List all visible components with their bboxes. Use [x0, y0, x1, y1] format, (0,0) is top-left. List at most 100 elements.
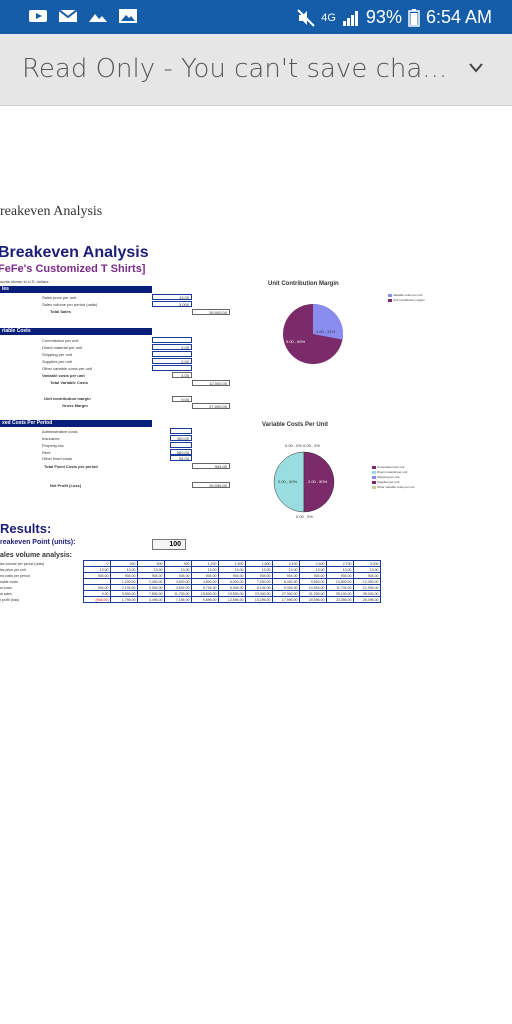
- sales-volume-cell[interactable]: 3,000: [152, 301, 192, 307]
- vc-legend-label: Direct material per unit: [377, 470, 408, 474]
- vc-cell-other[interactable]: [152, 365, 192, 371]
- fc-label-insurance: Insurance: [42, 436, 60, 441]
- network-type: 4G: [321, 11, 336, 24]
- battery-icon: [408, 8, 420, 27]
- status-bar: 4G 93% 6:54 AM: [0, 0, 512, 34]
- table-cell[interactable]: 7,196.00: [163, 596, 192, 603]
- row-label: les volume per period (units): [0, 561, 45, 566]
- table-cell[interactable]: 26,096.00: [352, 596, 381, 603]
- table-cell[interactable]: (904.00): [82, 596, 111, 603]
- vc-legend-label: Other variable costs per unit: [377, 485, 415, 489]
- vc-legend-item: Supplies per unit: [372, 480, 415, 485]
- total-fixed-label: Total Fixed Costs per period: [44, 464, 98, 469]
- signal-icon: [342, 10, 358, 26]
- vc-legend-label: Supplies per unit: [377, 480, 400, 484]
- photos-icon: [89, 14, 107, 22]
- vc-legend-item: Shipping per unit: [372, 475, 415, 480]
- vc-label-supplies: Supplies per unit: [42, 359, 72, 364]
- total-variable-label: Total Variable Costs: [50, 380, 88, 385]
- vc-cell-supplies[interactable]: 2.00: [152, 358, 192, 364]
- vc-chart-title: Variable Costs Per Unit: [262, 422, 329, 428]
- total-variable-cell[interactable]: 12,000.00: [192, 380, 230, 386]
- table-cell[interactable]: 12,596.00: [217, 596, 246, 603]
- row-label: al costs: [0, 585, 12, 590]
- vc-label-commission: Commission per unit: [42, 338, 79, 343]
- net-profit-cell[interactable]: 26,096.00: [192, 482, 230, 488]
- vc-cell-shipping[interactable]: [152, 351, 192, 357]
- total-sales-label: Total Sales: [50, 309, 71, 314]
- fc-cell-property-tax[interactable]: [170, 442, 192, 448]
- fc-label-rent: Rent: [42, 450, 51, 455]
- sales-volume-label: Sales volume per period (units): [42, 302, 98, 307]
- vc-slice-supplies: [303, 451, 335, 513]
- ucm-label: Unit contribution margin: [44, 396, 91, 401]
- sheet-heading: Breakeven Analysis: [0, 244, 149, 261]
- ucm-legend-label: Variable costs per unit: [393, 293, 423, 297]
- ucm-label-contribution: 9.00 , 69%: [286, 339, 306, 344]
- row-label: t profit (loss): [0, 597, 20, 602]
- ucm-pie-chart: [283, 304, 344, 364]
- ucm-cell[interactable]: 9.00: [172, 396, 192, 402]
- breakeven-point-label: reakeven Point (units):: [0, 539, 76, 546]
- ucm-legend-label: Unit contribution margin: [393, 298, 425, 302]
- chevron-down-icon[interactable]: [468, 62, 484, 74]
- vc-cell-material[interactable]: 2.00: [152, 344, 192, 350]
- gross-margin-cell[interactable]: 27,000.00: [192, 403, 230, 409]
- fc-label-admin: Administrative costs: [42, 429, 78, 434]
- spreadsheet-view[interactable]: reakeven Analysis Breakeven Analysis FeF…: [0, 106, 512, 1024]
- vc-label-per-unit: Variable costs per unit: [42, 373, 85, 378]
- vc-cell-per-unit[interactable]: 4.00: [172, 372, 192, 378]
- vc-label-other: Other variable costs per unit: [42, 366, 93, 371]
- app-bar: Read Only - You can't save cha...: [0, 34, 512, 106]
- table-cell[interactable]: 9,896.00: [190, 596, 219, 603]
- vc-label-material: Direct material per unit: [42, 345, 83, 350]
- table-cell[interactable]: 4,496.00: [136, 596, 165, 603]
- video-icon: [29, 10, 47, 22]
- ucm-chart-title: Unit Contribution Margin: [268, 281, 339, 287]
- sheet-subtitle: FeFe's Customized T Shirts]: [0, 263, 146, 275]
- results-heading: Results:: [0, 521, 52, 536]
- document-title: Read Only - You can't save cha...: [22, 54, 448, 84]
- table-cell[interactable]: 23,396.00: [325, 596, 354, 603]
- gallery-icon: [119, 9, 137, 23]
- table-cell[interactable]: 1,796.00: [109, 596, 138, 603]
- fc-cell-insurance[interactable]: 300.00: [170, 435, 192, 441]
- fc-cell-admin[interactable]: [170, 428, 192, 434]
- ucm-legend: Variable costs per unit Unit contributio…: [388, 293, 425, 303]
- total-fixed-cell[interactable]: 904.00: [192, 463, 230, 469]
- table-cell[interactable]: 17,996.00: [271, 596, 300, 603]
- page-title: reakeven Analysis: [0, 204, 103, 219]
- sales-volume-table: les volume per period (units) 0 300 600 900 1…: [0, 560, 381, 603]
- ucm-label-variable: 4.00 , 31%: [316, 329, 336, 334]
- vc-slice-material: [273, 451, 305, 513]
- gross-margin-label: Gross Margin: [62, 403, 88, 408]
- table-cell[interactable]: 20,696.00: [298, 596, 327, 603]
- fc-cell-rent[interactable]: 550.00: [170, 449, 192, 455]
- total-sales-cell[interactable]: 39,000.00: [192, 309, 230, 315]
- vc-label-right: 2.00 , 50%: [308, 479, 328, 484]
- fc-label-property-tax: Property tax: [42, 443, 64, 448]
- vc-legend: Commission per unit Direct material per …: [372, 465, 415, 490]
- fc-cell-other[interactable]: 54.00: [170, 455, 192, 461]
- table-cell[interactable]: 15,296.00: [244, 596, 273, 603]
- vc-legend-label: Shipping per unit: [377, 475, 400, 479]
- breakeven-point-cell[interactable]: 100: [152, 539, 186, 550]
- variable-costs-header: riable Costs: [0, 328, 152, 335]
- vc-legend-item: Direct material per unit: [372, 470, 415, 475]
- ucm-slice-variable: [313, 304, 344, 340]
- gmail-icon: [58, 9, 78, 22]
- vc-legend-item: Other variable costs per unit: [372, 485, 415, 490]
- vc-label-shipping: Shipping per unit: [42, 352, 73, 357]
- net-profit-label: Net Profit (Loss): [50, 483, 82, 488]
- fixed-costs-header: xed Costs Per Period: [0, 420, 152, 427]
- row-label: riable costs: [0, 579, 18, 584]
- battery-percent: 93%: [365, 7, 402, 27]
- vc-label-bottom: 0.00 , 0%: [296, 514, 313, 519]
- sales-price-label: Sales price per unit: [42, 295, 77, 300]
- sales-volume-analysis-label: ales volume analysis:: [0, 552, 72, 559]
- sales-price-cell[interactable]: 13.00: [152, 294, 192, 300]
- ucm-legend-item: Variable costs per unit: [388, 293, 425, 298]
- vc-label-top: 0.00 , 0% 0.00 , 0%: [285, 443, 320, 448]
- vc-cell-commission[interactable]: [152, 337, 192, 343]
- row-label: ed costs per period: [0, 573, 30, 578]
